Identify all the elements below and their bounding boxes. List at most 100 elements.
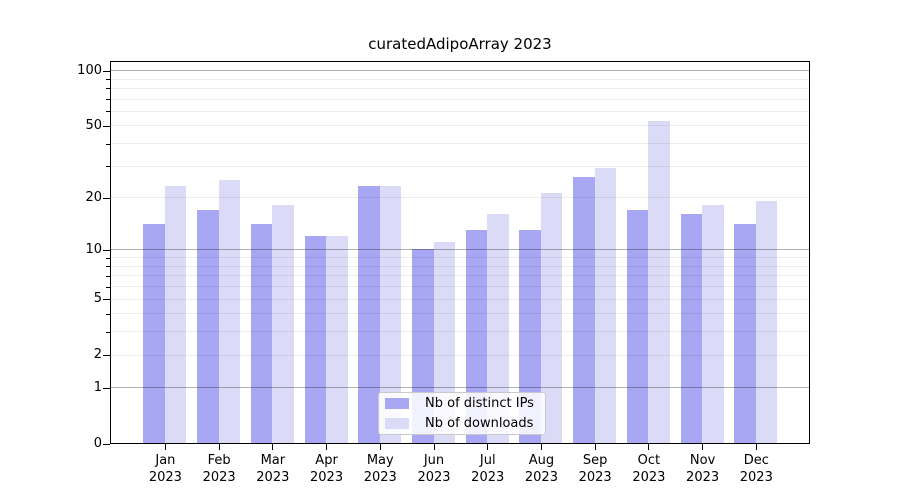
x-tick bbox=[755, 444, 757, 450]
x-tick-label-month: Oct bbox=[637, 453, 661, 468]
x-tick bbox=[272, 444, 274, 450]
y-minor-tick bbox=[106, 331, 110, 333]
x-tick bbox=[433, 444, 435, 450]
gridline bbox=[111, 265, 809, 267]
x-tick bbox=[164, 444, 166, 450]
x-tick-label-month: Sep bbox=[582, 453, 608, 468]
y-tick-label: 20 bbox=[85, 189, 102, 205]
bar-distinct-ips bbox=[304, 235, 327, 444]
plot-area: Nb of distinct IPs Nb of downloads bbox=[110, 61, 810, 444]
y-minor-tick bbox=[106, 286, 110, 288]
y-tick-label: 100 bbox=[77, 62, 102, 78]
y-tick bbox=[103, 197, 110, 199]
x-tick-label-month: May bbox=[366, 453, 394, 468]
x-tick bbox=[218, 444, 220, 450]
x-tick bbox=[326, 444, 328, 450]
x-tick-label-year: 2023 bbox=[310, 470, 344, 485]
legend-label-distinct-ips: Nb of distinct IPs bbox=[425, 396, 534, 411]
bar-downloads bbox=[379, 186, 402, 444]
gridline bbox=[111, 249, 809, 251]
y-tick bbox=[103, 444, 110, 445]
y-tick bbox=[103, 355, 110, 357]
y-tick-label: 5 bbox=[93, 291, 102, 307]
gridline bbox=[111, 110, 809, 112]
gridline bbox=[111, 143, 809, 145]
y-minor-tick bbox=[106, 313, 110, 315]
gridline bbox=[111, 125, 809, 127]
gridline bbox=[111, 257, 809, 259]
bar-downloads bbox=[218, 179, 241, 444]
gridline bbox=[111, 275, 809, 277]
y-tick bbox=[103, 70, 110, 72]
legend-entry-downloads: Nb of downloads bbox=[385, 416, 539, 431]
gridline bbox=[111, 354, 809, 356]
x-tick-label-year: 2023 bbox=[578, 470, 612, 485]
legend-swatch-downloads bbox=[385, 418, 409, 429]
gridline bbox=[111, 165, 809, 167]
bar-distinct-ips bbox=[465, 229, 488, 444]
gridlines-layer bbox=[111, 62, 809, 443]
x-tick-label-year: 2023 bbox=[632, 470, 666, 485]
x-tick-label-year: 2023 bbox=[256, 470, 290, 485]
x-tick bbox=[702, 444, 704, 450]
x-tick-label-month: Nov bbox=[689, 453, 716, 468]
bar-downloads bbox=[648, 120, 670, 444]
bar-distinct-ips bbox=[143, 224, 165, 444]
bar-downloads bbox=[594, 168, 617, 444]
legend-label-downloads: Nb of downloads bbox=[425, 416, 534, 431]
x-tick-label-year: 2023 bbox=[363, 470, 397, 485]
gridline bbox=[111, 298, 809, 300]
bars-layer bbox=[111, 62, 809, 444]
x-tick-label-month: Apr bbox=[315, 453, 338, 468]
x-tick-label-month: Jun bbox=[423, 453, 445, 468]
y-minor-tick bbox=[106, 79, 110, 81]
bar-downloads bbox=[487, 214, 509, 444]
legend-swatch-distinct-ips bbox=[385, 398, 409, 409]
x-tick-label-year: 2023 bbox=[471, 470, 505, 485]
x-tick-label-year: 2023 bbox=[417, 470, 451, 485]
x-tick bbox=[379, 444, 381, 450]
legend-entry-distinct-ips: Nb of distinct IPs bbox=[385, 396, 539, 411]
x-tick-label-year: 2023 bbox=[524, 470, 558, 485]
bar-distinct-ips bbox=[250, 224, 273, 444]
x-tick-label-month: Jan bbox=[155, 453, 176, 468]
x-tick-label-month: Aug bbox=[528, 453, 555, 468]
gridline bbox=[111, 387, 809, 389]
y-tick bbox=[103, 387, 110, 389]
gridline bbox=[111, 70, 809, 72]
bar-distinct-ips bbox=[573, 176, 595, 444]
y-minor-tick bbox=[106, 266, 110, 268]
legend: Nb of distinct IPs Nb of downloads bbox=[378, 392, 546, 435]
y-minor-tick bbox=[106, 111, 110, 113]
x-tick bbox=[648, 444, 650, 450]
bar-distinct-ips bbox=[519, 229, 541, 444]
y-tick bbox=[103, 125, 110, 127]
x-tick bbox=[594, 444, 596, 450]
x-tick-label-year: 2023 bbox=[148, 470, 182, 485]
y-minor-tick bbox=[106, 143, 110, 145]
bar-distinct-ips bbox=[734, 224, 756, 444]
gridline bbox=[111, 331, 809, 333]
bar-distinct-ips bbox=[197, 209, 219, 444]
x-tick bbox=[487, 444, 489, 450]
y-tick bbox=[103, 249, 110, 251]
gridline bbox=[111, 313, 809, 315]
y-tick-label: 1 bbox=[93, 379, 102, 395]
y-minor-tick bbox=[106, 166, 110, 168]
bar-downloads bbox=[164, 186, 187, 444]
gridline bbox=[111, 197, 809, 199]
y-tick bbox=[103, 299, 110, 301]
bar-distinct-ips bbox=[626, 209, 649, 444]
y-minor-tick bbox=[106, 275, 110, 277]
bar-distinct-ips bbox=[358, 186, 380, 444]
bar-downloads bbox=[540, 193, 563, 444]
x-tick-label-month: Jul bbox=[479, 453, 496, 468]
bar-downloads bbox=[755, 201, 778, 444]
x-tick-label-year: 2023 bbox=[739, 470, 773, 485]
gridline bbox=[111, 98, 809, 100]
y-minor-tick bbox=[106, 257, 110, 259]
bar-downloads bbox=[272, 205, 294, 444]
y-tick-label: 2 bbox=[93, 347, 102, 363]
bar-downloads bbox=[702, 205, 724, 444]
